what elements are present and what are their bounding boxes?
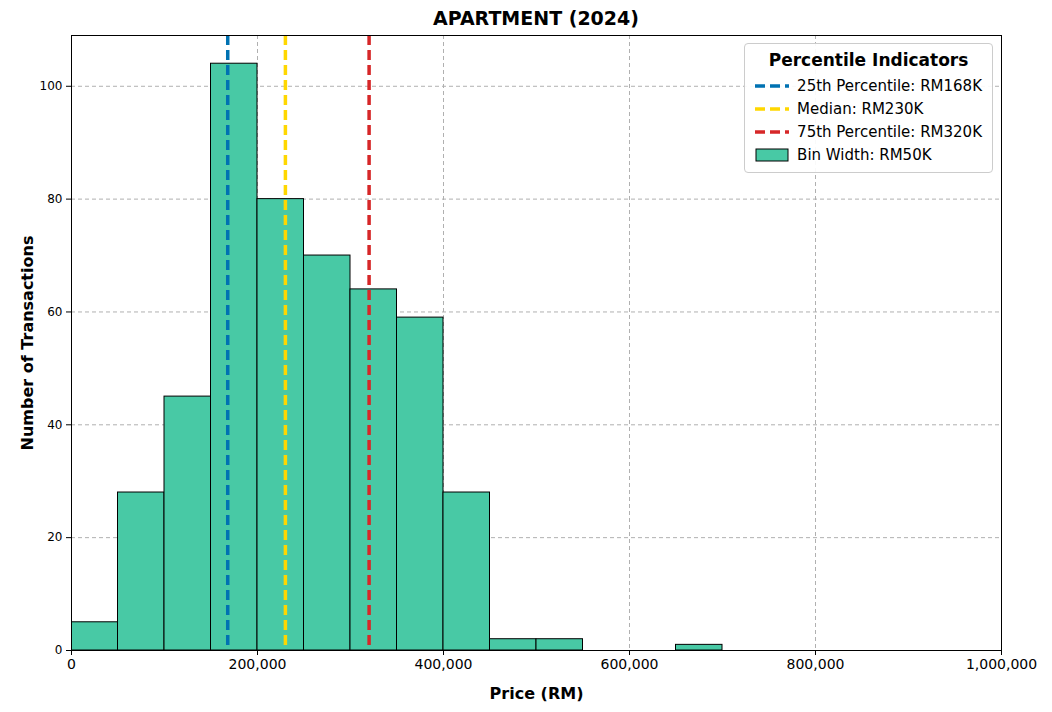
svg-text:0: 0	[55, 643, 63, 657]
html-text:Bin Width: RM50K: Bin Width: RM50K	[797, 145, 932, 164]
html-text:75th Percentile: RM320K: 75th Percentile: RM320K	[797, 122, 982, 141]
svg-text:100: 100	[40, 79, 63, 93]
svg-text:60: 60	[47, 305, 62, 319]
svg-text:Price (RM): Price (RM)	[490, 684, 584, 703]
svg-text:200,000: 200,000	[229, 656, 287, 672]
svg-text:400,000: 400,000	[415, 656, 473, 672]
svg-text:600,000: 600,000	[601, 656, 659, 672]
svg-text:1,000,000: 1,000,000	[966, 656, 1037, 672]
svg-text:0: 0	[67, 656, 76, 672]
svg-text:40: 40	[47, 418, 62, 432]
html-text:Median: RM230K: Median: RM230K	[797, 99, 924, 118]
html-text:25th Percentile: RM168K: 25th Percentile: RM168K	[797, 76, 982, 95]
svg-text:800,000: 800,000	[787, 656, 845, 672]
svg-text:80: 80	[47, 192, 62, 206]
svg-text:20: 20	[47, 530, 62, 544]
html-text:APARTMENT (2024): APARTMENT (2024)	[433, 7, 639, 29]
html-text:Percentile Indicators: Percentile Indicators	[768, 50, 969, 70]
svg-text:Number of Transactions: Number of Transactions	[18, 236, 37, 451]
